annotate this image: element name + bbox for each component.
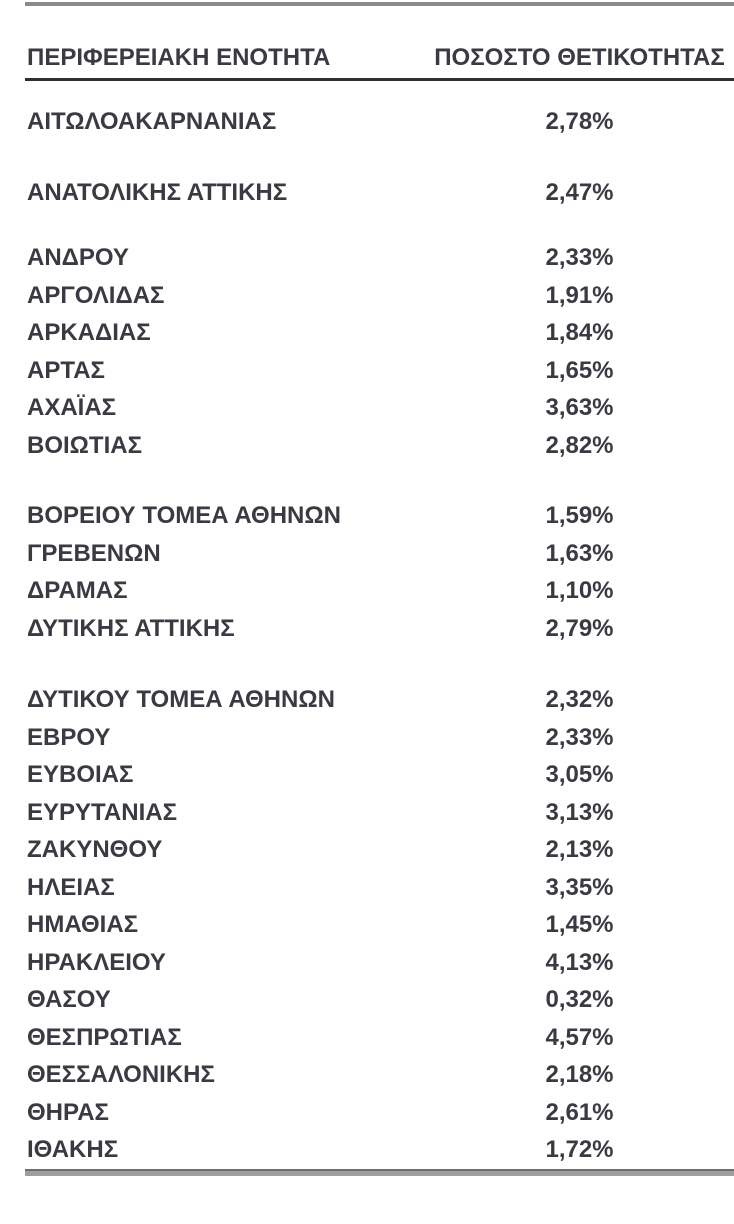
positivity-cell: 2,32% (545, 686, 614, 713)
table-row: ΔΥΤΙΚΗΣ ΑΤΤΙΚΗΣ 2,79% (0, 610, 734, 648)
positivity-cell: 4,57% (545, 1023, 614, 1051)
table-row: ΑΡΚΑΔΙΑΣ 1,84% (0, 314, 734, 352)
positivity-cell: 3,05% (545, 761, 614, 788)
column-header-positivity: ΠΟΣΟΣΤΟ ΘΕΤΙΚΟΤΗΤΑΣ (434, 44, 725, 71)
table-row: ΘΗΡΑΣ 2,61% (0, 1094, 734, 1132)
table-row: ΑΝΑΤΟΛΙΚΗΣ ΑΤΤΙΚΗΣ 2,47% (0, 174, 734, 212)
region-cell: ΑΝΔΡΟΥ (27, 244, 129, 271)
region-cell: ΘΗΡΑΣ (27, 1098, 109, 1126)
table-row: ΒΟΡΕΙΟΥ ΤΟΜΕΑ ΑΘΗΝΩΝ 1,59% (0, 497, 734, 535)
region-cell: ΙΘΑΚΗΣ (27, 1136, 119, 1163)
table-bottom-border (25, 1168, 734, 1176)
positivity-table-page: ΠΕΡΙΦΕΡΕΙΑΚΗ ΕΝΟΤΗΤΑ ΠΟΣΟΣΤΟ ΘΕΤΙΚΟΤΗΤΑΣ… (0, 2, 734, 1176)
table-row-group: ΔΥΤΙΚΟΥ ΤΟΜΕΑ ΑΘΗΝΩΝ 2,32% ΕΒΡΟΥ 2,33% ΕΥΒΟΙ… (0, 681, 734, 1169)
positivity-cell: 3,35% (545, 873, 614, 901)
region-cell: ΓΡΕΒΕΝΩΝ (27, 539, 161, 567)
positivity-cell: 3,63% (545, 394, 614, 421)
positivity-cell: 3,13% (545, 798, 614, 826)
table-row: ΘΕΣΠΡΩΤΙΑΣ 4,57% (0, 1019, 734, 1057)
region-cell: ΑΝΑΤΟΛΙΚΗΣ ΑΤΤΙΚΗΣ (27, 178, 288, 206)
region-cell: ΘΕΣΠΡΩΤΙΑΣ (27, 1023, 182, 1051)
table-row: ΙΘΑΚΗΣ 1,72% (0, 1131, 734, 1169)
region-cell: ΕΥΡΥΤΑΝΙΑΣ (27, 798, 177, 826)
table-row: ΘΑΣΟΥ 0,32% (0, 981, 734, 1019)
table-row-group: ΑΙΤΩΛΟΑΚΑΡΝΑΝΙΑΣ 2,78% (0, 103, 734, 141)
table-top-border (25, 2, 734, 6)
table-row: ΑΡΓΟΛΙΔΑΣ 1,91% (0, 277, 734, 315)
positivity-cell: 1,45% (545, 911, 614, 938)
table-row-group: ΒΟΡΕΙΟΥ ΤΟΜΕΑ ΑΘΗΝΩΝ 1,59% ΓΡΕΒΕΝΩΝ 1,63% ΔΡ… (0, 497, 734, 647)
positivity-cell: 1,10% (545, 577, 614, 604)
positivity-cell: 2,33% (545, 244, 614, 271)
table-row: ΕΒΡΟΥ 2,33% (0, 719, 734, 757)
region-cell: ΒΟΡΕΙΟΥ ΤΟΜΕΑ ΑΘΗΝΩΝ (27, 502, 341, 529)
positivity-cell: 2,78% (545, 108, 614, 135)
region-cell: ΑΡΚΑΔΙΑΣ (27, 319, 151, 346)
positivity-cell: 1,59% (545, 502, 614, 529)
region-cell: ΕΒΡΟΥ (27, 723, 111, 751)
region-cell: ΑΧΑΪΑΣ (27, 394, 117, 421)
table-row: ΑΙΤΩΛΟΑΚΑΡΝΑΝΙΑΣ 2,78% (0, 103, 734, 141)
positivity-cell: 1,72% (545, 1136, 614, 1163)
region-cell: ΑΡΤΑΣ (27, 356, 105, 384)
table-row: ΑΡΤΑΣ 1,65% (0, 352, 734, 390)
region-cell: ΗΡΑΚΛΕΙΟΥ (27, 948, 166, 976)
table-row-group: ΑΝΑΤΟΛΙΚΗΣ ΑΤΤΙΚΗΣ 2,47% (0, 174, 734, 212)
region-cell: ΘΑΣΟΥ (27, 986, 111, 1013)
region-cell: ΘΕΣΣΑΛΟΝΙΚΗΣ (27, 1061, 215, 1088)
positivity-cell: 2,33% (545, 723, 614, 751)
table-row: ΓΡΕΒΕΝΩΝ 1,63% (0, 535, 734, 573)
region-cell: ΗΜΑΘΙΑΣ (27, 911, 139, 938)
table-row: ΗΡΑΚΛΕΙΟΥ 4,13% (0, 944, 734, 982)
positivity-cell: 1,65% (545, 356, 614, 384)
positivity-cell: 2,13% (545, 836, 614, 863)
header-underline (25, 78, 734, 81)
positivity-cell: 1,84% (545, 319, 614, 346)
table-row: ΗΛΕΙΑΣ 3,35% (0, 869, 734, 907)
region-cell: ΔΥΤΙΚΗΣ ΑΤΤΙΚΗΣ (27, 614, 235, 642)
table-row: ΖΑΚΥΝΘΟΥ 2,13% (0, 831, 734, 869)
column-header-region: ΠΕΡΙΦΕΡΕΙΑΚΗ ΕΝΟΤΗΤΑ (27, 44, 331, 71)
table-row: ΔΡΑΜΑΣ 1,10% (0, 572, 734, 610)
positivity-cell: 2,61% (545, 1098, 614, 1126)
table-row-group: ΑΝΔΡΟΥ 2,33% ΑΡΓΟΛΙΔΑΣ 1,91% ΑΡΚΑΔΙΑΣ 1,84% ΑΡ… (0, 239, 734, 464)
positivity-cell: 2,82% (545, 431, 614, 459)
positivity-cell: 0,32% (545, 986, 614, 1013)
table-row: ΘΕΣΣΑΛΟΝΙΚΗΣ 2,18% (0, 1056, 734, 1094)
region-cell: ΑΡΓΟΛΙΔΑΣ (27, 281, 165, 309)
table-row: ΑΧΑΪΑΣ 3,63% (0, 389, 734, 427)
region-cell: ΕΥΒΟΙΑΣ (27, 761, 134, 788)
region-cell: ΗΛΕΙΑΣ (27, 873, 115, 901)
table-row: ΒΟΙΩΤΙΑΣ 2,82% (0, 427, 734, 465)
table-header-row: ΠΕΡΙΦΕΡΕΙΑΚΗ ΕΝΟΤΗΤΑ ΠΟΣΟΣΤΟ ΘΕΤΙΚΟΤΗΤΑΣ (0, 43, 734, 73)
positivity-cell: 1,91% (545, 281, 614, 309)
region-cell: ΑΙΤΩΛΟΑΚΑΡΝΑΝΙΑΣ (27, 108, 277, 135)
table-row: ΔΥΤΙΚΟΥ ΤΟΜΕΑ ΑΘΗΝΩΝ 2,32% (0, 681, 734, 719)
table-row: ΗΜΑΘΙΑΣ 1,45% (0, 906, 734, 944)
positivity-cell: 2,18% (545, 1061, 614, 1088)
region-cell: ΒΟΙΩΤΙΑΣ (27, 431, 142, 459)
table-row: ΕΥΡΥΤΑΝΙΑΣ 3,13% (0, 794, 734, 832)
positivity-cell: 4,13% (545, 948, 614, 976)
table-body: ΑΙΤΩΛΟΑΚΑΡΝΑΝΙΑΣ 2,78% ΑΝΑΤΟΛΙΚΗΣ ΑΤΤΙΚΗΣ 2… (0, 103, 734, 1169)
region-cell: ΖΑΚΥΝΘΟΥ (27, 836, 163, 863)
positivity-cell: 2,79% (545, 614, 614, 642)
positivity-cell: 1,63% (545, 539, 614, 567)
region-cell: ΔΥΤΙΚΟΥ ΤΟΜΕΑ ΑΘΗΝΩΝ (27, 686, 335, 713)
table-row: ΑΝΔΡΟΥ 2,33% (0, 239, 734, 277)
table-row: ΕΥΒΟΙΑΣ 3,05% (0, 756, 734, 794)
positivity-cell: 2,47% (545, 178, 614, 206)
region-cell: ΔΡΑΜΑΣ (27, 577, 128, 604)
